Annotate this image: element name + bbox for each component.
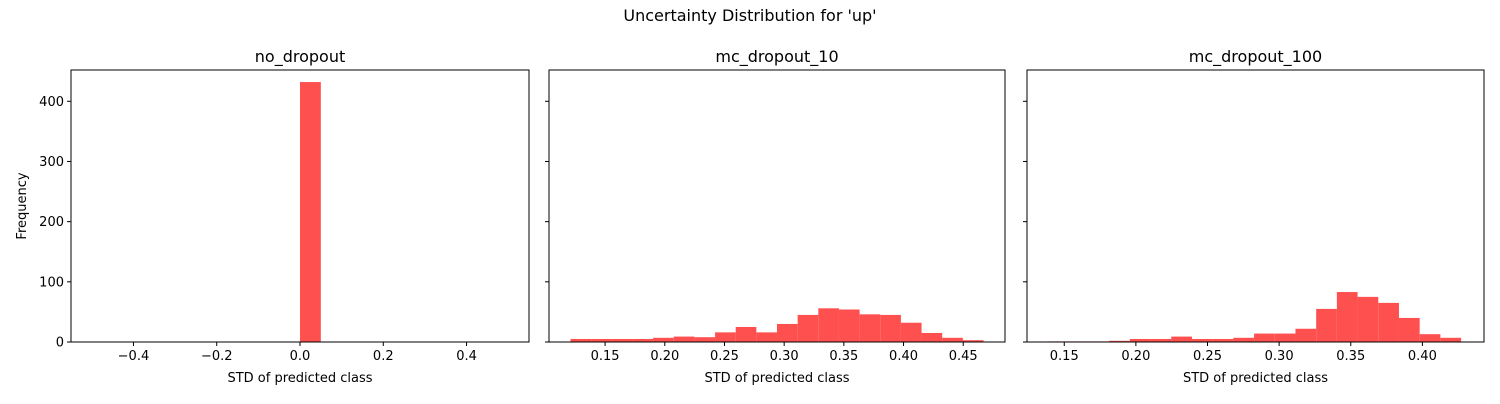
panel-title: no_dropout: [255, 47, 345, 67]
histogram-bar: [921, 332, 943, 342]
histogram-bar: [694, 337, 716, 342]
x-tick-label: −0.2: [201, 349, 233, 364]
x-tick-label: 0.25: [1193, 349, 1222, 364]
x-tick-label: 0.45: [949, 349, 978, 364]
x-tick-label: 0.20: [1121, 349, 1150, 364]
histogram-bar: [756, 332, 777, 342]
x-tick-label: 0.4: [456, 349, 477, 364]
x-tick-label: 0.15: [591, 349, 620, 364]
panel-title: mc_dropout_10: [715, 47, 838, 67]
histogram-bar: [1316, 308, 1337, 342]
histogram-bar: [1378, 302, 1399, 342]
x-tick-label: 0.40: [1408, 349, 1437, 364]
y-tick-label: 0: [56, 336, 64, 351]
x-tick-label: 0.20: [650, 349, 679, 364]
panel-title: mc_dropout_100: [1189, 47, 1322, 67]
x-axis-label: STD of predicted class: [704, 371, 849, 386]
x-tick-label: 0.35: [829, 349, 858, 364]
histogram-bar: [1212, 338, 1234, 342]
histogram-bar: [1357, 296, 1379, 342]
figure-suptitle: Uncertainty Distribution for 'up': [623, 6, 877, 25]
y-tick-label: 100: [39, 275, 64, 290]
histogram-bar: [942, 337, 963, 342]
y-tick-label: 400: [39, 95, 64, 110]
x-tick-label: 0.2: [373, 349, 394, 364]
y-axis-label: Frequency: [15, 172, 30, 239]
x-tick-label: 0.25: [710, 349, 739, 364]
x-tick-label: 0.40: [889, 349, 918, 364]
x-axis-label: STD of predicted class: [1183, 371, 1328, 386]
histogram-bar: [797, 314, 819, 342]
y-tick-label: 200: [39, 215, 64, 230]
histogram-bar: [1336, 292, 1358, 342]
x-tick-label: 0.35: [1336, 349, 1365, 364]
histogram-bar: [632, 338, 654, 342]
histogram-bar: [962, 340, 984, 342]
histogram-bar: [1191, 338, 1213, 342]
histogram-bar: [777, 323, 798, 342]
histogram-bar: [1109, 340, 1130, 342]
histogram-bar: [900, 322, 922, 342]
x-tick-label: 0.15: [1050, 349, 1079, 364]
x-tick-label: 0.30: [770, 349, 799, 364]
histogram-bar: [1419, 334, 1441, 342]
histogram-bar: [1129, 338, 1151, 342]
x-tick-label: 0.30: [1265, 349, 1294, 364]
histogram-bar: [715, 332, 736, 342]
y-tick-label: 300: [39, 155, 64, 170]
histogram-bar: [1171, 336, 1192, 342]
histogram-bar: [838, 309, 860, 342]
x-tick-label: −0.4: [118, 349, 150, 364]
histogram-bar: [1254, 333, 1275, 342]
histogram-bar: [570, 338, 592, 342]
histogram-bar: [591, 338, 612, 342]
histogram-bar: [673, 336, 695, 342]
histogram-bar: [880, 314, 901, 342]
histogram-bar: [300, 82, 321, 342]
histogram-bar: [1274, 333, 1296, 342]
histogram-bar: [611, 338, 633, 342]
axes-frame: [1026, 69, 1485, 343]
histogram-bar: [735, 326, 757, 342]
x-axis-label: STD of predicted class: [227, 371, 372, 386]
histogram-bar: [818, 308, 839, 342]
histogram-bar: [1440, 337, 1462, 342]
histogram-bar: [653, 337, 674, 342]
histogram-bar: [1233, 337, 1255, 342]
axes-frame: [548, 69, 1006, 343]
histogram-bar: [1398, 317, 1420, 342]
histogram-bar: [1150, 338, 1172, 342]
x-tick-label: 0.0: [290, 349, 311, 364]
histogram-bar: [859, 314, 881, 342]
histogram-bar: [1295, 328, 1317, 342]
